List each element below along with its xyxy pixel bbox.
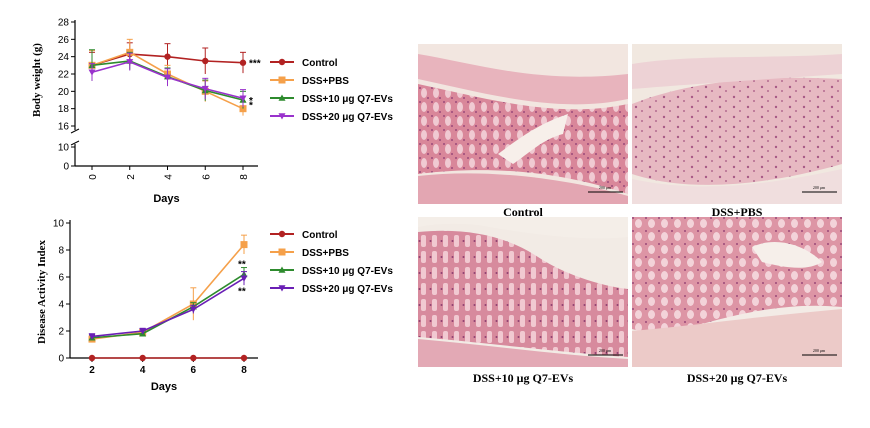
dai-x-axis-label: Days [151, 381, 177, 393]
caption-dss-20: DSS+20 μg Q7-EVs [686, 371, 788, 385]
data-point-3-4 [239, 95, 247, 102]
scale-bar-control: 200 μm [599, 185, 612, 190]
x-axis-label: Days [153, 193, 179, 205]
significance-0: *** [249, 59, 261, 70]
data-point-3-2 [164, 74, 171, 81]
legend-marker-bw-1 [278, 76, 286, 84]
dai-y-tick-label-1: 2 [58, 327, 64, 338]
significance-3: * [249, 100, 253, 111]
dai-x-tick-label-0: 2 [89, 365, 95, 376]
data-point-0-2 [164, 53, 171, 60]
disease-activity-chart: 0 2 4 6 8 10 2 4 6 8 Days Disease Activity Index ** *… [36, 219, 393, 394]
histology-panel-control: 200 μm [418, 44, 628, 204]
legend-label-dai-2: DSS+10 μg Q7-EVs [302, 266, 393, 277]
histology-image-dss-20: 200 μm [632, 217, 842, 367]
dai-y-tick-label-0: 0 [58, 354, 64, 365]
dai-data-point-0-2 [190, 354, 197, 362]
legend-label-dai-3: DSS+20 μg Q7-EVs [302, 284, 393, 295]
dai-x-tick-label-3: 8 [241, 365, 247, 376]
data-point-3-0 [88, 69, 96, 76]
y-tick-label-7: 26 [58, 35, 70, 46]
dai-y-tick-label-3: 6 [58, 273, 64, 284]
legend-marker-bw-2 [278, 94, 286, 101]
x-tick-label-0: 0 [88, 174, 99, 180]
data-point-3-3 [201, 85, 209, 93]
y-tick-label-3: 18 [58, 104, 70, 115]
histology-image-dss-pbs: 200 μm [632, 44, 842, 204]
data-point-0-4 [239, 59, 247, 66]
legend-label-bw-0: Control [302, 58, 338, 69]
caption-dss-pbs: DSS+PBS [711, 205, 763, 219]
legend-label-bw-3: DSS+20 μg Q7-EVs [302, 112, 393, 123]
legend-marker-dai-2 [278, 266, 286, 273]
axis-break-mark-bottom [70, 140, 80, 146]
scale-bar-dss-10: 200 μm [599, 348, 612, 353]
significance-2: * [249, 96, 253, 107]
x-tick-label-2: 4 [164, 174, 175, 180]
legend-label-dai-1: DSS+PBS [302, 248, 349, 259]
y-tick-label-2: 16 [58, 122, 70, 133]
legend-label-bw-1: DSS+PBS [302, 76, 349, 87]
scale-bar-dss-20: 200 μm [813, 348, 826, 353]
dai-data-point-0-1 [139, 354, 146, 362]
histology-panel-dss-pbs: 200 μm [632, 44, 842, 204]
x-tick-label-4: 8 [239, 174, 250, 180]
histology-panel-dss-10: 200 μm [418, 217, 628, 367]
dai-data-point-1-3 [240, 241, 248, 249]
dai-y-tick-label-2: 4 [58, 300, 64, 311]
y-tick-label-6: 24 [58, 52, 70, 63]
dai-significance-2: ** [238, 259, 246, 270]
legend-marker-dai-1 [278, 248, 286, 256]
y-axis-label: Body weight (g) [31, 43, 43, 117]
dai-y-tick-label-4: 8 [58, 246, 64, 257]
dai-data-point-3-1 [139, 328, 147, 335]
x-tick-label-3: 6 [201, 174, 212, 180]
dai-data-point-3-2 [189, 306, 197, 313]
dai-x-tick-label-2: 6 [191, 365, 197, 376]
dai-y-axis-label: Disease Activity Index [36, 240, 48, 344]
y-tick-label-5: 22 [58, 70, 70, 81]
dai-data-point-0-3 [240, 354, 248, 362]
dai-significance-3: ** [238, 286, 246, 297]
legend-marker-bw-0 [278, 58, 286, 66]
data-point-3-1 [126, 59, 134, 66]
data-point-0-3 [202, 57, 209, 65]
y-tick-label-8: 28 [58, 18, 70, 29]
dai-data-point-3-0 [88, 333, 96, 340]
y-tick-label-1: 10 [58, 143, 70, 154]
caption-control: Control [503, 205, 543, 219]
x-tick-label-1: 2 [126, 174, 137, 180]
dai-series-line-2 [91, 273, 245, 339]
dai-data-point-3-3 [240, 275, 248, 282]
dai-data-point-0-0 [88, 354, 96, 362]
legend-marker-dai-3 [278, 285, 286, 292]
legend-marker-bw-3 [278, 113, 286, 120]
histology-panel-dss-20: 200 μm [632, 217, 842, 367]
y-tick-label-0: 0 [63, 162, 69, 173]
dai-x-tick-label-1: 4 [140, 365, 146, 376]
y-tick-label-4: 20 [58, 87, 70, 98]
axis-break-mark-top [70, 128, 80, 134]
legend-marker-dai-0 [278, 230, 286, 238]
legend-label-bw-2: DSS+10 μg Q7-EVs [302, 94, 393, 105]
dai-series-line-3 [91, 277, 245, 338]
dai-y-tick-label-5: 10 [53, 219, 65, 230]
legend-label-dai-0: Control [302, 230, 338, 241]
caption-dss-10: DSS+10 μg Q7-EVs [472, 371, 574, 385]
scale-bar-dss-pbs: 200 μm [813, 185, 826, 190]
histology-image-dss-10: 200 μm [418, 217, 628, 367]
histology-image-control: 200 μm [418, 44, 628, 204]
